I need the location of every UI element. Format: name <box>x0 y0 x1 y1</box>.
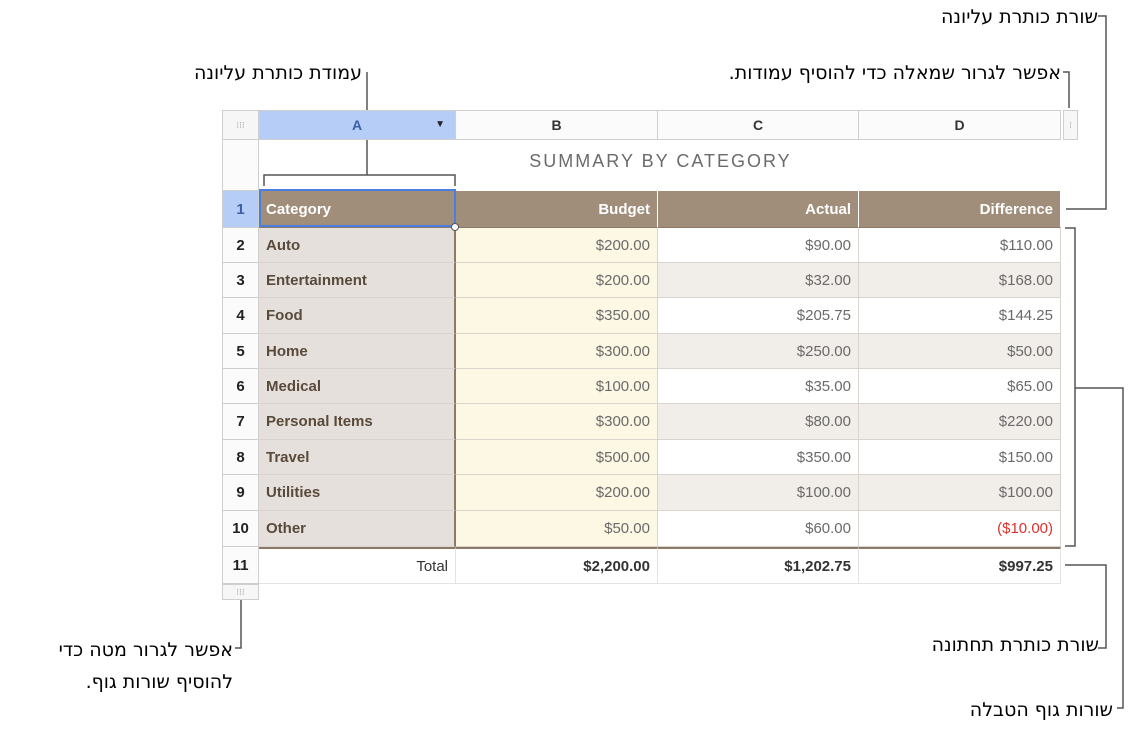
value-cell[interactable]: $144.25 <box>859 298 1061 334</box>
selection-resize-handle[interactable] <box>451 223 459 231</box>
row-header[interactable]: 2 <box>222 228 259 263</box>
value-cell[interactable]: $50.00 <box>859 334 1061 369</box>
category-cell[interactable]: Travel <box>259 440 456 475</box>
column-menu-arrow-icon[interactable]: ▼ <box>435 119 445 130</box>
column-header-b[interactable]: B <box>456 110 658 140</box>
value-cell[interactable]: $100.00 <box>859 475 1061 511</box>
header-cell[interactable]: Budget <box>456 191 658 228</box>
category-cell[interactable]: Auto <box>259 228 456 263</box>
row-header[interactable]: 8 <box>222 440 259 475</box>
value-cell[interactable]: $205.75 <box>658 298 859 334</box>
row-header[interactable]: 11 <box>222 547 259 584</box>
category-cell[interactable]: Home <box>259 334 456 369</box>
value-cell[interactable]: ($10.00) <box>859 511 1061 547</box>
value-cell[interactable]: $350.00 <box>456 298 658 334</box>
value-cell[interactable]: $110.00 <box>859 228 1061 263</box>
value-cell[interactable]: $80.00 <box>658 404 859 440</box>
table-title: SUMMARY BY CATEGORY <box>529 151 792 171</box>
footer-total-cell[interactable]: $997.25 <box>859 547 1061 584</box>
column-header-d[interactable]: D <box>859 110 1061 140</box>
header-cell[interactable]: Actual <box>658 191 859 228</box>
row-header[interactable]: 5 <box>222 334 259 369</box>
footer-total-cell[interactable]: $1,202.75 <box>658 547 859 584</box>
value-cell[interactable]: $200.00 <box>456 228 658 263</box>
header-cell[interactable]: Category <box>259 191 456 228</box>
value-cell[interactable]: $300.00 <box>456 404 658 440</box>
value-cell[interactable]: $500.00 <box>456 440 658 475</box>
table-select-handle[interactable]: ⁝⁝⁝ <box>222 110 259 140</box>
footer-total-cell[interactable]: $2,200.00 <box>456 547 658 584</box>
category-cell[interactable]: Entertainment <box>259 263 456 298</box>
row-header[interactable]: 6 <box>222 369 259 404</box>
footer-label[interactable]: Total <box>259 547 456 584</box>
column-header-c[interactable]: C <box>658 110 859 140</box>
category-cell[interactable]: Utilities <box>259 475 456 511</box>
value-cell[interactable]: $200.00 <box>456 475 658 511</box>
callout-add-rows: אפשר לגרור מטה כדי להוסיף שורות גוף. <box>58 639 233 693</box>
selected-cell-outline <box>259 189 456 227</box>
value-cell[interactable]: $300.00 <box>456 334 658 369</box>
value-cell[interactable]: $150.00 <box>859 440 1061 475</box>
callout-body-rows: שורות גוף הטבלה <box>969 699 1113 721</box>
value-cell[interactable]: $35.00 <box>658 369 859 404</box>
row-header[interactable]: 10 <box>222 511 259 547</box>
callout-add-columns: אפשר לגרור שמאלה כדי להוסיף עמודות. <box>728 62 1061 84</box>
callout-header-row: שורת כותרת עליונה <box>941 6 1098 28</box>
callout-header-column: עמודת כותרת עליונה <box>194 62 362 84</box>
category-cell[interactable]: Medical <box>259 369 456 404</box>
row-header[interactable]: 3 <box>222 263 259 298</box>
column-header-a[interactable]: A ▼ <box>259 110 456 140</box>
row-header[interactable]: 4 <box>222 298 259 334</box>
value-cell[interactable]: $200.00 <box>456 263 658 298</box>
row-header-title <box>222 140 259 191</box>
value-cell[interactable]: $100.00 <box>658 475 859 511</box>
value-cell[interactable]: $350.00 <box>658 440 859 475</box>
callout-footer-row: שורת כותרת תחתונה <box>931 634 1099 656</box>
value-cell[interactable]: $32.00 <box>658 263 859 298</box>
row-header[interactable]: 7 <box>222 404 259 440</box>
value-cell[interactable]: $90.00 <box>658 228 859 263</box>
add-rows-handle[interactable]: ⁝⁝⁝ <box>222 584 259 600</box>
value-cell[interactable]: $220.00 <box>859 404 1061 440</box>
value-cell[interactable]: $100.00 <box>456 369 658 404</box>
row-header[interactable]: 1 <box>222 191 259 228</box>
value-cell[interactable]: $168.00 <box>859 263 1061 298</box>
category-cell[interactable]: Other <box>259 511 456 547</box>
value-cell[interactable]: $50.00 <box>456 511 658 547</box>
header-cell[interactable]: Difference <box>859 191 1061 228</box>
category-cell[interactable]: Food <box>259 298 456 334</box>
category-cell[interactable]: Personal Items <box>259 404 456 440</box>
value-cell[interactable]: $250.00 <box>658 334 859 369</box>
value-cell[interactable]: $60.00 <box>658 511 859 547</box>
value-cell[interactable]: $65.00 <box>859 369 1061 404</box>
add-columns-handle[interactable]: ⁝ <box>1063 110 1078 140</box>
row-header[interactable]: 9 <box>222 475 259 511</box>
